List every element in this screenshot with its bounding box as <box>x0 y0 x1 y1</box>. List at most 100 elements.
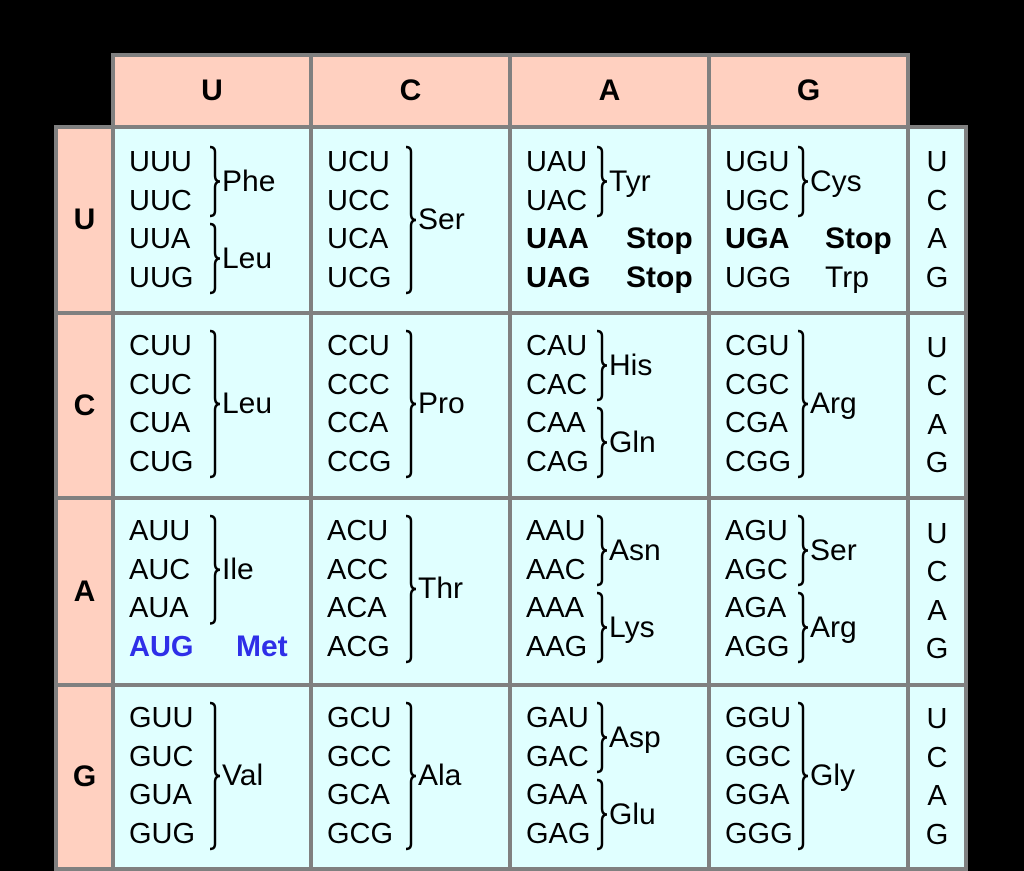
third-base-label: G <box>925 818 949 851</box>
codon-cell-aa: AAU AAC AAA AAG Asn Lys <box>508 496 711 687</box>
codon: GGA <box>725 779 790 811</box>
codon: AGA <box>725 592 787 624</box>
amino-acid-label: Leu <box>222 241 273 275</box>
third-base-label: U <box>926 146 948 178</box>
codon: AAC <box>526 553 586 586</box>
amino-acid-label: Glu <box>609 797 656 831</box>
codon: ACA <box>327 592 387 624</box>
row-header-label: C <box>73 389 96 422</box>
codon: GUG <box>129 817 196 850</box>
row-header-c: C <box>54 311 115 501</box>
col-header-label: G <box>796 74 821 107</box>
amino-acid-label: Tyr <box>609 164 651 198</box>
codon: UAG <box>526 261 591 294</box>
codon: CAG <box>526 445 589 478</box>
amino-acid-label: Leu <box>222 387 273 420</box>
codon: CCG <box>327 445 392 478</box>
codon: CCC <box>327 368 390 401</box>
brace-icon <box>596 406 608 479</box>
codon: AGG <box>725 630 790 663</box>
codon: UUU <box>129 146 192 178</box>
codon-cell-ag: AGU AGC AGA AGG Ser Arg <box>707 496 910 687</box>
codon: UGA <box>725 223 790 255</box>
codon: GGG <box>725 817 793 850</box>
codon-cell-au: AUU AUC AUA Met AUG Ile <box>111 496 313 687</box>
brace-icon <box>405 514 417 664</box>
codon: UAU <box>526 146 588 178</box>
col-header-g: G <box>707 53 910 129</box>
codon: UUG <box>129 261 194 294</box>
codon-cell-cc: CCU CCC CCA CCG Pro <box>309 311 512 500</box>
col-header-label: U <box>201 74 223 107</box>
codon-cell-uu: UUU UUC UUA UUG Phe Leu <box>111 125 313 315</box>
col-header-c: C <box>309 53 512 129</box>
codon: UAA <box>526 223 589 255</box>
col-header-a: A <box>508 53 711 129</box>
brace-icon <box>209 514 221 625</box>
codon: AUG <box>129 630 194 663</box>
stop-label: Stop <box>626 260 693 294</box>
codon: GCG <box>327 817 394 850</box>
brace-icon <box>405 701 417 851</box>
codon: GCA <box>327 779 390 811</box>
brace-icon <box>797 145 809 218</box>
codon: UCG <box>327 261 392 294</box>
third-base-label: G <box>925 633 949 665</box>
codon: GUC <box>129 740 194 773</box>
third-base-label: C <box>926 741 948 774</box>
codon: GGU <box>725 702 792 734</box>
codon: GAU <box>526 702 589 734</box>
amino-acid-label: Asp <box>609 720 661 754</box>
amino-acid-label: Ala <box>418 759 462 792</box>
third-base-label: G <box>925 261 949 294</box>
brace-icon <box>596 145 608 218</box>
codon: CUC <box>129 368 192 401</box>
codon: CAA <box>526 407 586 439</box>
row-header-g: G <box>54 683 115 871</box>
codon: GAC <box>526 740 589 773</box>
amino-acid-label: Thr <box>418 572 463 605</box>
col-header-label: A <box>598 74 621 107</box>
codon: CUU <box>129 330 192 362</box>
amino-acid-label: His <box>609 348 653 382</box>
amino-acid-label: Phe <box>222 164 276 198</box>
codon: AUC <box>129 553 191 586</box>
brace-icon <box>596 514 608 587</box>
codon: AAU <box>526 515 586 547</box>
codon: CCU <box>327 330 390 362</box>
codon-cell-ua: UAU UAC Stop UAA Stop UAG Tyr <box>508 125 711 315</box>
codon: CGG <box>725 445 792 478</box>
brace-icon <box>797 591 809 664</box>
start-met-label: Met <box>236 629 288 663</box>
brace-icon <box>596 701 608 774</box>
col-header-label: C <box>399 74 422 107</box>
codon: GCU <box>327 702 392 734</box>
third-base-label: C <box>926 184 948 217</box>
codon: GUU <box>129 702 194 734</box>
codon: AAG <box>526 630 588 663</box>
third-base-label: C <box>926 556 948 588</box>
amino-acid-label: Ser <box>418 203 465 236</box>
codon-cell-ga: GAU GAC GAA GAG Asp Glu <box>508 683 711 871</box>
third-base-label: G <box>925 447 949 479</box>
codon-cell-cu: CUU CUC CUA CUG Leu <box>111 311 313 500</box>
third-base-label: C <box>926 370 948 402</box>
brace-icon <box>209 701 221 851</box>
codon-cell-gg: GGU GGC GGA GGG Gly <box>707 683 910 871</box>
third-base-label: U <box>926 517 948 550</box>
brace-icon <box>797 701 809 851</box>
row-header-u: U <box>54 125 115 315</box>
codon: AAA <box>526 592 585 624</box>
codon-cell-ug: UGU UGC Stop UGA Trp UGG Cys <box>707 125 910 315</box>
brace-icon <box>209 329 221 479</box>
codon: CCA <box>327 407 389 439</box>
brace-icon <box>596 329 608 402</box>
codon-cell-gu: GUU GUC GUA GUG Val <box>111 683 313 871</box>
codon-cell-uc: UCU UCC UCA UCG Ser <box>309 125 512 315</box>
brace-icon <box>596 778 608 851</box>
third-base-label: U <box>926 703 948 735</box>
